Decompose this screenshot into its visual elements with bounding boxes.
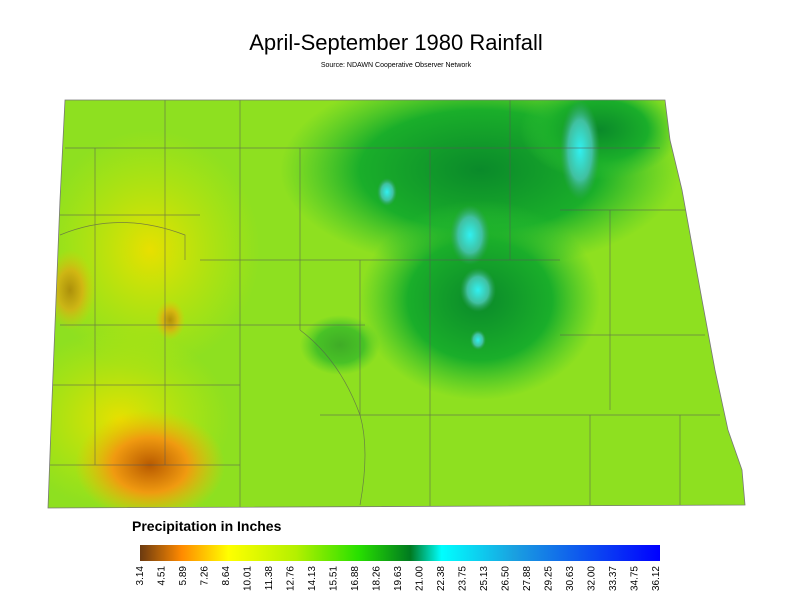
legend-tick-label: 26.50 xyxy=(501,566,512,591)
legend-tick-label: 25.13 xyxy=(479,566,490,591)
legend-tick-label: 8.64 xyxy=(221,566,232,586)
legend-tick-label: 22.38 xyxy=(436,566,447,591)
legend-tick-label: 36.12 xyxy=(651,566,662,591)
legend-tick-label: 15.51 xyxy=(329,566,340,591)
legend-tick-label: 5.89 xyxy=(178,566,189,586)
legend-tick-label: 27.88 xyxy=(522,566,533,591)
legend-tick-label: 12.76 xyxy=(286,566,297,591)
color-bar xyxy=(140,545,660,561)
legend-tick-label: 3.14 xyxy=(135,566,146,586)
legend-tick-label: 23.75 xyxy=(458,566,469,591)
legend-tick-label: 34.75 xyxy=(630,566,641,591)
legend-tick-label: 32.00 xyxy=(587,566,598,591)
map xyxy=(48,100,745,508)
legend-title: Precipitation in Inches xyxy=(132,518,282,534)
legend-tick-label: 18.26 xyxy=(372,566,383,591)
legend-tick-label: 10.01 xyxy=(243,566,254,591)
legend-tick-label: 7.26 xyxy=(200,566,211,586)
legend-tick-label: 29.25 xyxy=(544,566,555,591)
source: Source: NDAWN Cooperative Observer Netwo… xyxy=(321,62,472,69)
legend-tick-label: 4.51 xyxy=(157,566,168,586)
title: April-September 1980 Rainfall xyxy=(249,30,543,55)
legend-tick-label: 21.00 xyxy=(415,566,426,591)
legend-tick-label: 30.63 xyxy=(565,566,576,591)
legend-ticks: 3.14 4.51 5.89 7.26 8.64 10.01 11.38 12.76 14.13… xyxy=(135,566,662,591)
legend-tick-label: 11.38 xyxy=(264,566,275,591)
legend-tick-label: 14.13 xyxy=(307,566,318,591)
state-outline xyxy=(47,99,746,509)
legend-tick-label: 16.88 xyxy=(350,566,361,591)
legend-tick-label: 33.37 xyxy=(608,566,619,591)
legend-tick-label: 19.63 xyxy=(393,566,404,591)
